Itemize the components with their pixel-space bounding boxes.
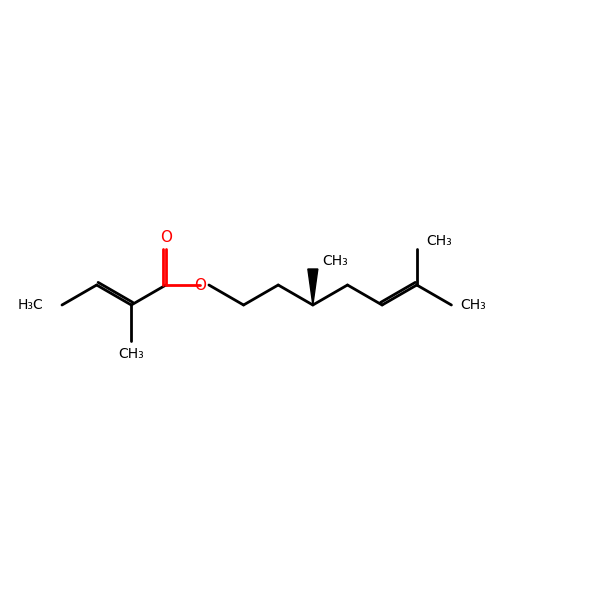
Text: CH₃: CH₃	[426, 234, 452, 248]
Text: O: O	[160, 229, 172, 245]
Text: O: O	[194, 277, 206, 292]
Polygon shape	[308, 269, 318, 305]
Text: CH₃: CH₃	[461, 298, 486, 312]
Text: CH₃: CH₃	[322, 254, 348, 268]
Text: CH₃: CH₃	[118, 347, 144, 361]
Text: H₃C: H₃C	[17, 298, 43, 312]
